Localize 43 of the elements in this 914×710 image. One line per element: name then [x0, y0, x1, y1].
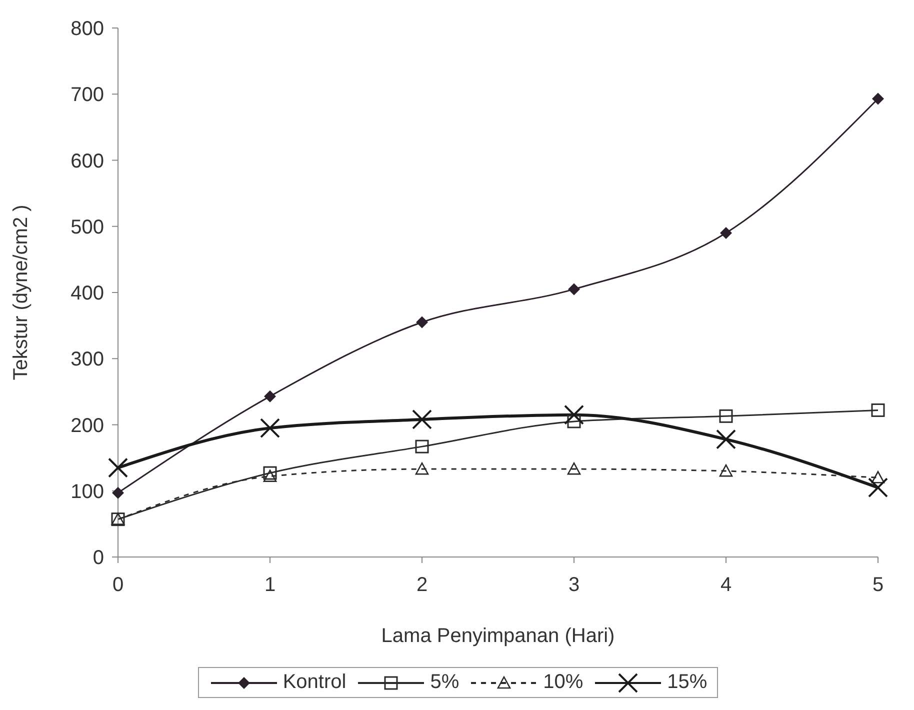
legend-label: Kontrol — [282, 671, 346, 694]
y-tick-label: 400 — [70, 282, 104, 305]
point — [871, 403, 885, 417]
y-tick-label: 500 — [70, 216, 104, 238]
x-axis-title: Lama Penyimpanan (Hari) — [381, 625, 615, 647]
x-tick-label: 2 — [416, 574, 428, 596]
y-tick-label: 800 — [70, 18, 104, 40]
y-tick-label: 600 — [70, 150, 104, 172]
point — [720, 226, 732, 239]
point — [263, 470, 277, 482]
point — [868, 478, 888, 498]
point — [263, 466, 277, 480]
point — [415, 440, 429, 454]
x-tick-label: 0 — [112, 574, 124, 596]
y-tick-label: 0 — [92, 547, 104, 570]
x-tick-label: 1 — [264, 574, 276, 596]
y-axis-title: Tekstur (dyne/cm2 ) — [10, 204, 32, 380]
point — [264, 390, 276, 402]
point — [416, 316, 428, 328]
legend-label: 5% — [430, 671, 460, 694]
point — [716, 429, 736, 450]
y-tick-label: 700 — [70, 84, 104, 106]
y-tick-label: 200 — [70, 414, 104, 437]
point — [415, 462, 429, 475]
point — [567, 414, 581, 428]
y-tick-label: 100 — [70, 480, 104, 503]
point — [719, 464, 733, 477]
point — [719, 409, 733, 423]
x-tick-label: 3 — [568, 574, 580, 596]
point — [568, 283, 580, 296]
point — [112, 486, 124, 499]
x-tick-label: 5 — [872, 574, 884, 596]
x-tick-label: 4 — [720, 574, 732, 596]
point — [108, 458, 128, 478]
point — [871, 471, 885, 484]
legend-label: 10% — [543, 671, 584, 694]
y-tick-label: 300 — [70, 348, 104, 371]
point — [260, 418, 280, 438]
point — [872, 92, 884, 105]
point — [412, 409, 432, 430]
point — [567, 462, 581, 475]
legend-label: 15% — [667, 671, 708, 694]
point — [564, 404, 584, 425]
